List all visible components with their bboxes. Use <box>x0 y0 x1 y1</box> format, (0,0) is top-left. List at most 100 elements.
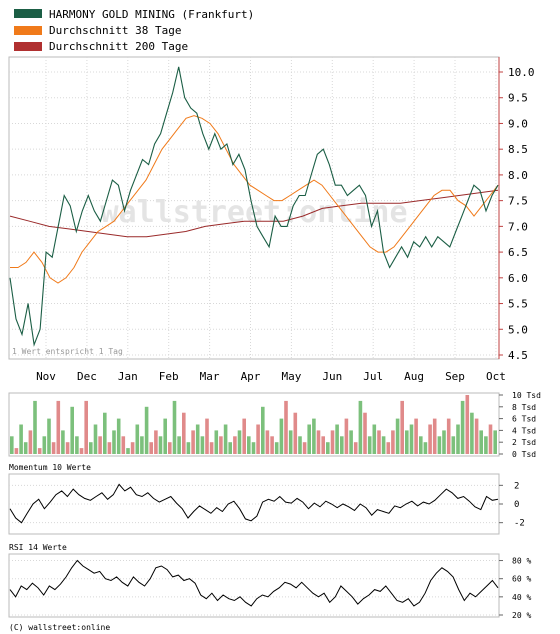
price-y-tick-label: 9.5 <box>508 92 528 105</box>
volume-bar <box>135 424 140 454</box>
price-grid <box>9 57 499 359</box>
volume-bar <box>451 436 456 454</box>
volume-bar <box>89 442 93 454</box>
volume-bar <box>10 436 14 454</box>
x-tick-label-may: May <box>281 370 301 383</box>
volume-bar <box>172 400 177 454</box>
volume-bar <box>103 412 107 454</box>
volume-bar <box>479 430 483 454</box>
volume-bar <box>223 424 228 454</box>
volume-bar <box>168 442 172 454</box>
ma200-line <box>9 189 499 238</box>
rsi-plot-frame <box>8 553 500 618</box>
volume-bar <box>456 424 460 454</box>
price-y-ticks: 4.5 5.0 5.5 6.0 6.5 7.0 7.5 8.0 8.5 9.0 9.5 10.0 <box>499 66 535 362</box>
volume-bar <box>70 406 74 454</box>
volume-bar <box>414 418 418 454</box>
volume-bar <box>140 436 144 454</box>
volume-bar <box>237 430 242 454</box>
volume-y-ticks: 0 Tsd 2 Tsd 4 Tsd 6 Tsd 8 Tsd 10 Tsd <box>499 391 541 459</box>
momentum-series <box>9 483 499 524</box>
momentum-plot-frame <box>8 473 500 535</box>
price-plot-frame <box>8 56 500 360</box>
volume-bar <box>37 448 42 454</box>
volume-bar <box>446 418 451 454</box>
volume-bar <box>358 400 363 454</box>
price-y-tick-label: 4.5 <box>508 349 528 362</box>
price-panel: wallstreet:online 4.55.05.56.06.57.07.58… <box>8 56 535 362</box>
x-tick-label-nov: Nov <box>36 370 56 383</box>
rsi-line <box>9 559 499 607</box>
volume-bar <box>391 430 395 454</box>
volume-bar <box>98 436 102 454</box>
price-y-tick-label: 9.0 <box>508 117 528 130</box>
volume-panel: 0 Tsd 2 Tsd 4 Tsd 6 Tsd 8 Tsd 10 Tsd <box>8 391 541 459</box>
momentum-y-tick-label: 0 <box>514 500 519 510</box>
volume-bar <box>298 436 302 454</box>
x-axis-labels: Nov Dec Jan Feb Mar Apr May Jun Jul Aug Sep Oct <box>36 370 506 383</box>
volume-bar <box>302 442 307 454</box>
volume-bar <box>51 442 56 454</box>
volume-bar <box>47 418 51 454</box>
volume-bar <box>14 448 19 454</box>
volume-bar <box>251 442 256 454</box>
volume-y-tick-label: 10 Tsd <box>512 391 541 400</box>
volume-y-tick-label: 2 Tsd <box>512 438 536 447</box>
copyright: (C) wallstreet:online <box>9 623 110 632</box>
x-tick-label-oct: Oct <box>486 370 506 383</box>
volume-bar <box>107 442 112 454</box>
volume-bar <box>330 430 335 454</box>
price-y-tick-label: 8.5 <box>508 143 528 156</box>
volume-bar <box>158 436 163 454</box>
volume-bar <box>228 442 232 454</box>
momentum-line <box>9 483 499 524</box>
volume-bar <box>28 430 33 454</box>
momentum-grid <box>9 484 499 524</box>
volume-bar <box>149 442 153 454</box>
rsi-y-tick-label: 20 % <box>512 611 531 620</box>
rsi-y-tick-label: 40 % <box>512 593 531 602</box>
volume-bar <box>65 442 70 454</box>
volume-bar <box>363 412 367 454</box>
resolution-note: 1 Wert entspricht 1 Tag <box>12 347 123 356</box>
volume-bar <box>93 424 98 454</box>
rsi-y-ticks: 20 % 40 % 60 % 80 % <box>499 557 531 620</box>
volume-bar <box>460 400 465 454</box>
rsi-y-tick-label: 60 % <box>512 575 531 584</box>
volume-bar <box>242 418 246 454</box>
volume-bar <box>428 424 432 454</box>
volume-bar <box>121 436 126 454</box>
x-tick-label-aug: Aug <box>404 370 424 383</box>
price-y-tick-label: 5.5 <box>508 298 528 311</box>
volume-bar <box>191 430 195 454</box>
volume-bar <box>261 406 265 454</box>
price-y-tick-label: 5.0 <box>508 323 528 336</box>
price-y-tick-label: 7.0 <box>508 220 528 233</box>
x-tick-label-apr: Apr <box>241 370 261 383</box>
volume-bar <box>349 430 353 454</box>
legend-swatch-ma38 <box>14 26 42 35</box>
volume-bar <box>200 436 205 454</box>
x-tick-label-sep: Sep <box>445 370 465 383</box>
volume-bar <box>23 442 28 454</box>
price-lines <box>9 66 499 347</box>
x-tick-label-dec: Dec <box>77 370 97 383</box>
legend-label-ma200: Durchschnitt 200 Tage <box>49 40 188 53</box>
volume-bar <box>288 430 293 454</box>
volume-bar <box>209 442 214 454</box>
volume-bar <box>270 436 274 454</box>
volume-bar <box>279 418 284 454</box>
volume-bar <box>321 436 325 454</box>
volume-bar <box>84 400 88 454</box>
price-y-tick-label: 10.0 <box>508 66 535 79</box>
volume-bar <box>247 436 251 454</box>
volume-bar <box>177 436 181 454</box>
volume-bar <box>442 430 446 454</box>
momentum-y-ticks: -2 0 2 <box>499 481 525 529</box>
volume-bar <box>112 430 116 454</box>
volume-bar <box>256 424 260 454</box>
volume-bar <box>409 424 414 454</box>
volume-bar <box>233 436 237 454</box>
x-tick-label-jul: Jul <box>363 370 383 383</box>
